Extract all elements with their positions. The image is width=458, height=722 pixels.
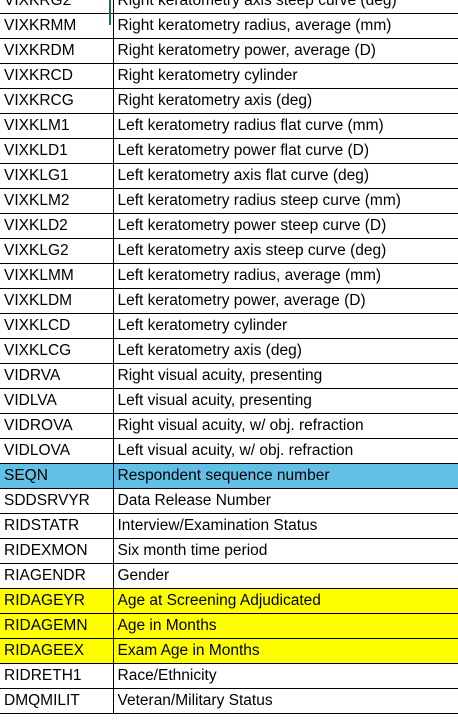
table-row: VIXKLCD Left keratometry cylinder	[0, 313, 458, 339]
table-row: VIXKLD1 Left keratometry power flat curve…	[0, 138, 458, 164]
table-row: VIXKLG2 Left keratometry axis steep curve…	[0, 238, 458, 264]
variable-code-cell[interactable]: DMQMILIT	[0, 688, 114, 714]
variable-code-cell[interactable]: RIDSTATR	[0, 513, 114, 539]
variable-label-cell[interactable]: Left visual acuity, w/ obj. refraction	[112, 438, 458, 464]
variable-label-cell[interactable]: Left visual acuity, presenting	[112, 388, 458, 414]
variable-code-cell[interactable]: VIDROVA	[0, 413, 114, 439]
variable-code-cell[interactable]: VIXKLM2	[0, 188, 114, 214]
variable-label-cell[interactable]: Left keratometry axis (deg)	[112, 338, 458, 364]
variable-label-cell[interactable]: Right keratometry axis steep curve (deg)	[112, 0, 458, 14]
variable-label-cell[interactable]: Left keratometry power, average (D)	[112, 288, 458, 314]
variable-label-cell[interactable]: Respondent sequence number	[112, 463, 458, 489]
table-row: RIAGENDR Gender	[0, 563, 458, 589]
table-row: SEQN Respondent sequence number	[0, 463, 458, 489]
table-row: VIXKLG1 Left keratometry axis flat curve …	[0, 163, 458, 189]
variable-code-cell[interactable]: VIXKLM1	[0, 113, 114, 139]
variable-code-cell[interactable]: RIDAGEYR	[0, 588, 114, 614]
variable-label-cell[interactable]: Right visual acuity, w/ obj. refraction	[112, 413, 458, 439]
variable-label-cell[interactable]: Right keratometry power, average (D)	[112, 38, 458, 64]
variable-label-cell[interactable]: Left keratometry power flat curve (D)	[112, 138, 458, 164]
variable-label-cell[interactable]: Interview/Examination Status	[112, 513, 458, 539]
variable-label-cell[interactable]: Age in Months	[112, 613, 458, 639]
variable-code-cell[interactable]: VIXKRMM	[0, 13, 114, 39]
table-row: RIDEXMON Six month time period	[0, 538, 458, 564]
variable-code-cell[interactable]: VIXKLD2	[0, 213, 114, 239]
variable-label-cell[interactable]: Left keratometry radius flat curve (mm)	[112, 113, 458, 139]
variable-code-cell[interactable]: VIDLOVA	[0, 438, 114, 464]
table-row: VIDROVA Right visual acuity, w/ obj. refr…	[0, 413, 458, 439]
table-row: VIXKRDM Right keratometry power, average …	[0, 38, 458, 64]
table-row: VIXKRG2 Right keratometry axis steep curv…	[0, 0, 458, 14]
table-row: RIDAGEEX Exam Age in Months	[0, 638, 458, 664]
variable-code-cell[interactable]: VIXKLD1	[0, 138, 114, 164]
table-row: VIXKRMM Right keratometry radius, average…	[0, 13, 458, 39]
variable-code-cell[interactable]: VIXKLG2	[0, 238, 114, 264]
table-row: VIXKLCG Left keratometry axis (deg)	[0, 338, 458, 364]
table-row: VIDLVA Left visual acuity, presenting	[0, 388, 458, 414]
variable-code-cell[interactable]: VIDLVA	[0, 388, 114, 414]
variable-code-cell[interactable]: VIXKRCD	[0, 63, 114, 89]
variable-code-cell[interactable]: VIXKRG2	[0, 0, 114, 14]
table-row: DMQMILIT Veteran/Military Status	[0, 688, 458, 714]
table-row: RIDAGEMN Age in Months	[0, 613, 458, 639]
variable-label-cell[interactable]: Veteran/Military Status	[112, 688, 458, 714]
variable-label-cell[interactable]: Right keratometry axis (deg)	[112, 88, 458, 114]
variable-code-cell[interactable]: VIDRVA	[0, 363, 114, 389]
variable-label-cell[interactable]: Right visual acuity, presenting	[112, 363, 458, 389]
table-row: VIDRVA Right visual acuity, presenting	[0, 363, 458, 389]
table-row: VIXKRCD Right keratometry cylinder	[0, 63, 458, 89]
variable-label-cell[interactable]: Right keratometry cylinder	[112, 63, 458, 89]
variable-code-cell[interactable]: SDDSRVYR	[0, 488, 114, 514]
variable-code-cell[interactable]: RIDRETH1	[0, 663, 114, 689]
variable-code-cell[interactable]: RIDAGEEX	[0, 638, 114, 664]
variable-label-cell[interactable]: Gender	[112, 563, 458, 589]
variable-code-cell[interactable]: VIXKLG1	[0, 163, 114, 189]
variable-label-cell[interactable]: Left keratometry axis flat curve (deg)	[112, 163, 458, 189]
variable-label-cell[interactable]: Data Release Number	[112, 488, 458, 514]
variable-code-cell[interactable]: RIDAGEMN	[0, 613, 114, 639]
active-cell-indicator	[109, 0, 111, 25]
variable-code-cell[interactable]: VIXKLDM	[0, 288, 114, 314]
table-row: VIXKRCG Right keratometry axis (deg)	[0, 88, 458, 114]
table-row: VIXKLDM Left keratometry power, average (…	[0, 288, 458, 314]
variable-code-cell[interactable]: RIDEXMON	[0, 538, 114, 564]
table-row: SDDSRVYR Data Release Number	[0, 488, 458, 514]
table-row: VIXKLMM Left keratometry radius, average …	[0, 263, 458, 289]
table-row: VIXKLM2 Left keratometry radius steep cur…	[0, 188, 458, 214]
variable-code-cell[interactable]: VIXKLCG	[0, 338, 114, 364]
table-row: RIDAGEYR Age at Screening Adjudicated	[0, 588, 458, 614]
table-row: VIXKLM1 Left keratometry radius flat curv…	[0, 113, 458, 139]
variable-label-cell[interactable]: Left keratometry radius steep curve (mm)	[112, 188, 458, 214]
variable-label-cell[interactable]: Six month time period	[112, 538, 458, 564]
variable-code-cell[interactable]: VIXKRDM	[0, 38, 114, 64]
table-row: VIDLOVA Left visual acuity, w/ obj. refra…	[0, 438, 458, 464]
table-row: VIXKLD2 Left keratometry power steep curv…	[0, 213, 458, 239]
table-row: RIDRETH1 Race/Ethnicity	[0, 663, 458, 689]
variable-label-cell[interactable]: Age at Screening Adjudicated	[112, 588, 458, 614]
variable-label-cell[interactable]: Left keratometry axis steep curve (deg)	[112, 238, 458, 264]
variable-code-cell[interactable]: RIAGENDR	[0, 563, 114, 589]
variable-code-cell[interactable]: SEQN	[0, 463, 114, 489]
variable-label-cell[interactable]: Left keratometry radius, average (mm)	[112, 263, 458, 289]
variable-label-cell[interactable]: Exam Age in Months	[112, 638, 458, 664]
variable-code-cell[interactable]: VIXKRCG	[0, 88, 114, 114]
table-row: RIDSTATR Interview/Examination Status	[0, 513, 458, 539]
variable-code-cell[interactable]: VIXKLMM	[0, 263, 114, 289]
variable-code-cell[interactable]: VIXKLCD	[0, 313, 114, 339]
variable-label-cell[interactable]: Left keratometry power steep curve (D)	[112, 213, 458, 239]
variable-label-cell[interactable]: Race/Ethnicity	[112, 663, 458, 689]
variable-label-cell[interactable]: Right keratometry radius, average (mm)	[112, 13, 458, 39]
variable-label-cell[interactable]: Left keratometry cylinder	[112, 313, 458, 339]
